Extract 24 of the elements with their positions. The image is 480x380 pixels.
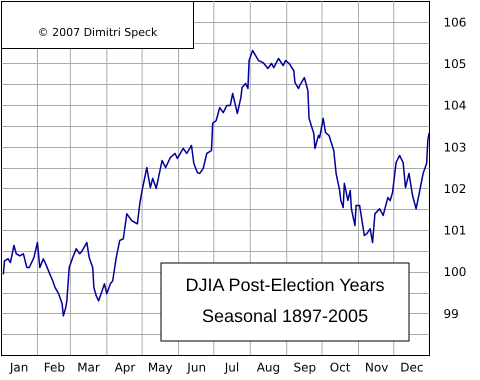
y-tick-label: 101 <box>444 224 466 238</box>
note-box: © 2007 Dimitri Speck <box>1 1 194 49</box>
y-tick-label: 105 <box>444 56 466 71</box>
x-tick-label: Dec <box>400 360 424 374</box>
annotation: © 2007 Dimitri Speck <box>38 24 158 38</box>
x-tick-label: Aug <box>256 360 280 374</box>
y-tick-label: 102 <box>444 182 466 196</box>
x-tick-label: Oct <box>330 360 351 374</box>
x-tick-label: Jul <box>224 360 240 374</box>
text: DJIA Post-Election Years <box>185 275 385 295</box>
x-tick-label: Sep <box>294 360 316 374</box>
y-tick-label: 103 <box>444 140 466 154</box>
y-tick-label: 100 <box>444 265 466 280</box>
x-tick-label: Mar <box>77 360 100 374</box>
text: Seasonal 1897-2005 <box>202 306 368 326</box>
x-tick-label: Jan <box>8 360 28 374</box>
x-tick-label: Nov <box>364 360 388 374</box>
y-tick-label: 104 <box>444 98 466 113</box>
y-tick-label: 99 <box>444 306 459 321</box>
x-tick-label: Apr <box>114 360 136 374</box>
x-tick-label: Jun <box>186 360 206 374</box>
y-tick-label: 106 <box>444 15 466 30</box>
x-tick-label: Feb <box>44 360 66 374</box>
x-tick-label: May <box>148 360 173 374</box>
